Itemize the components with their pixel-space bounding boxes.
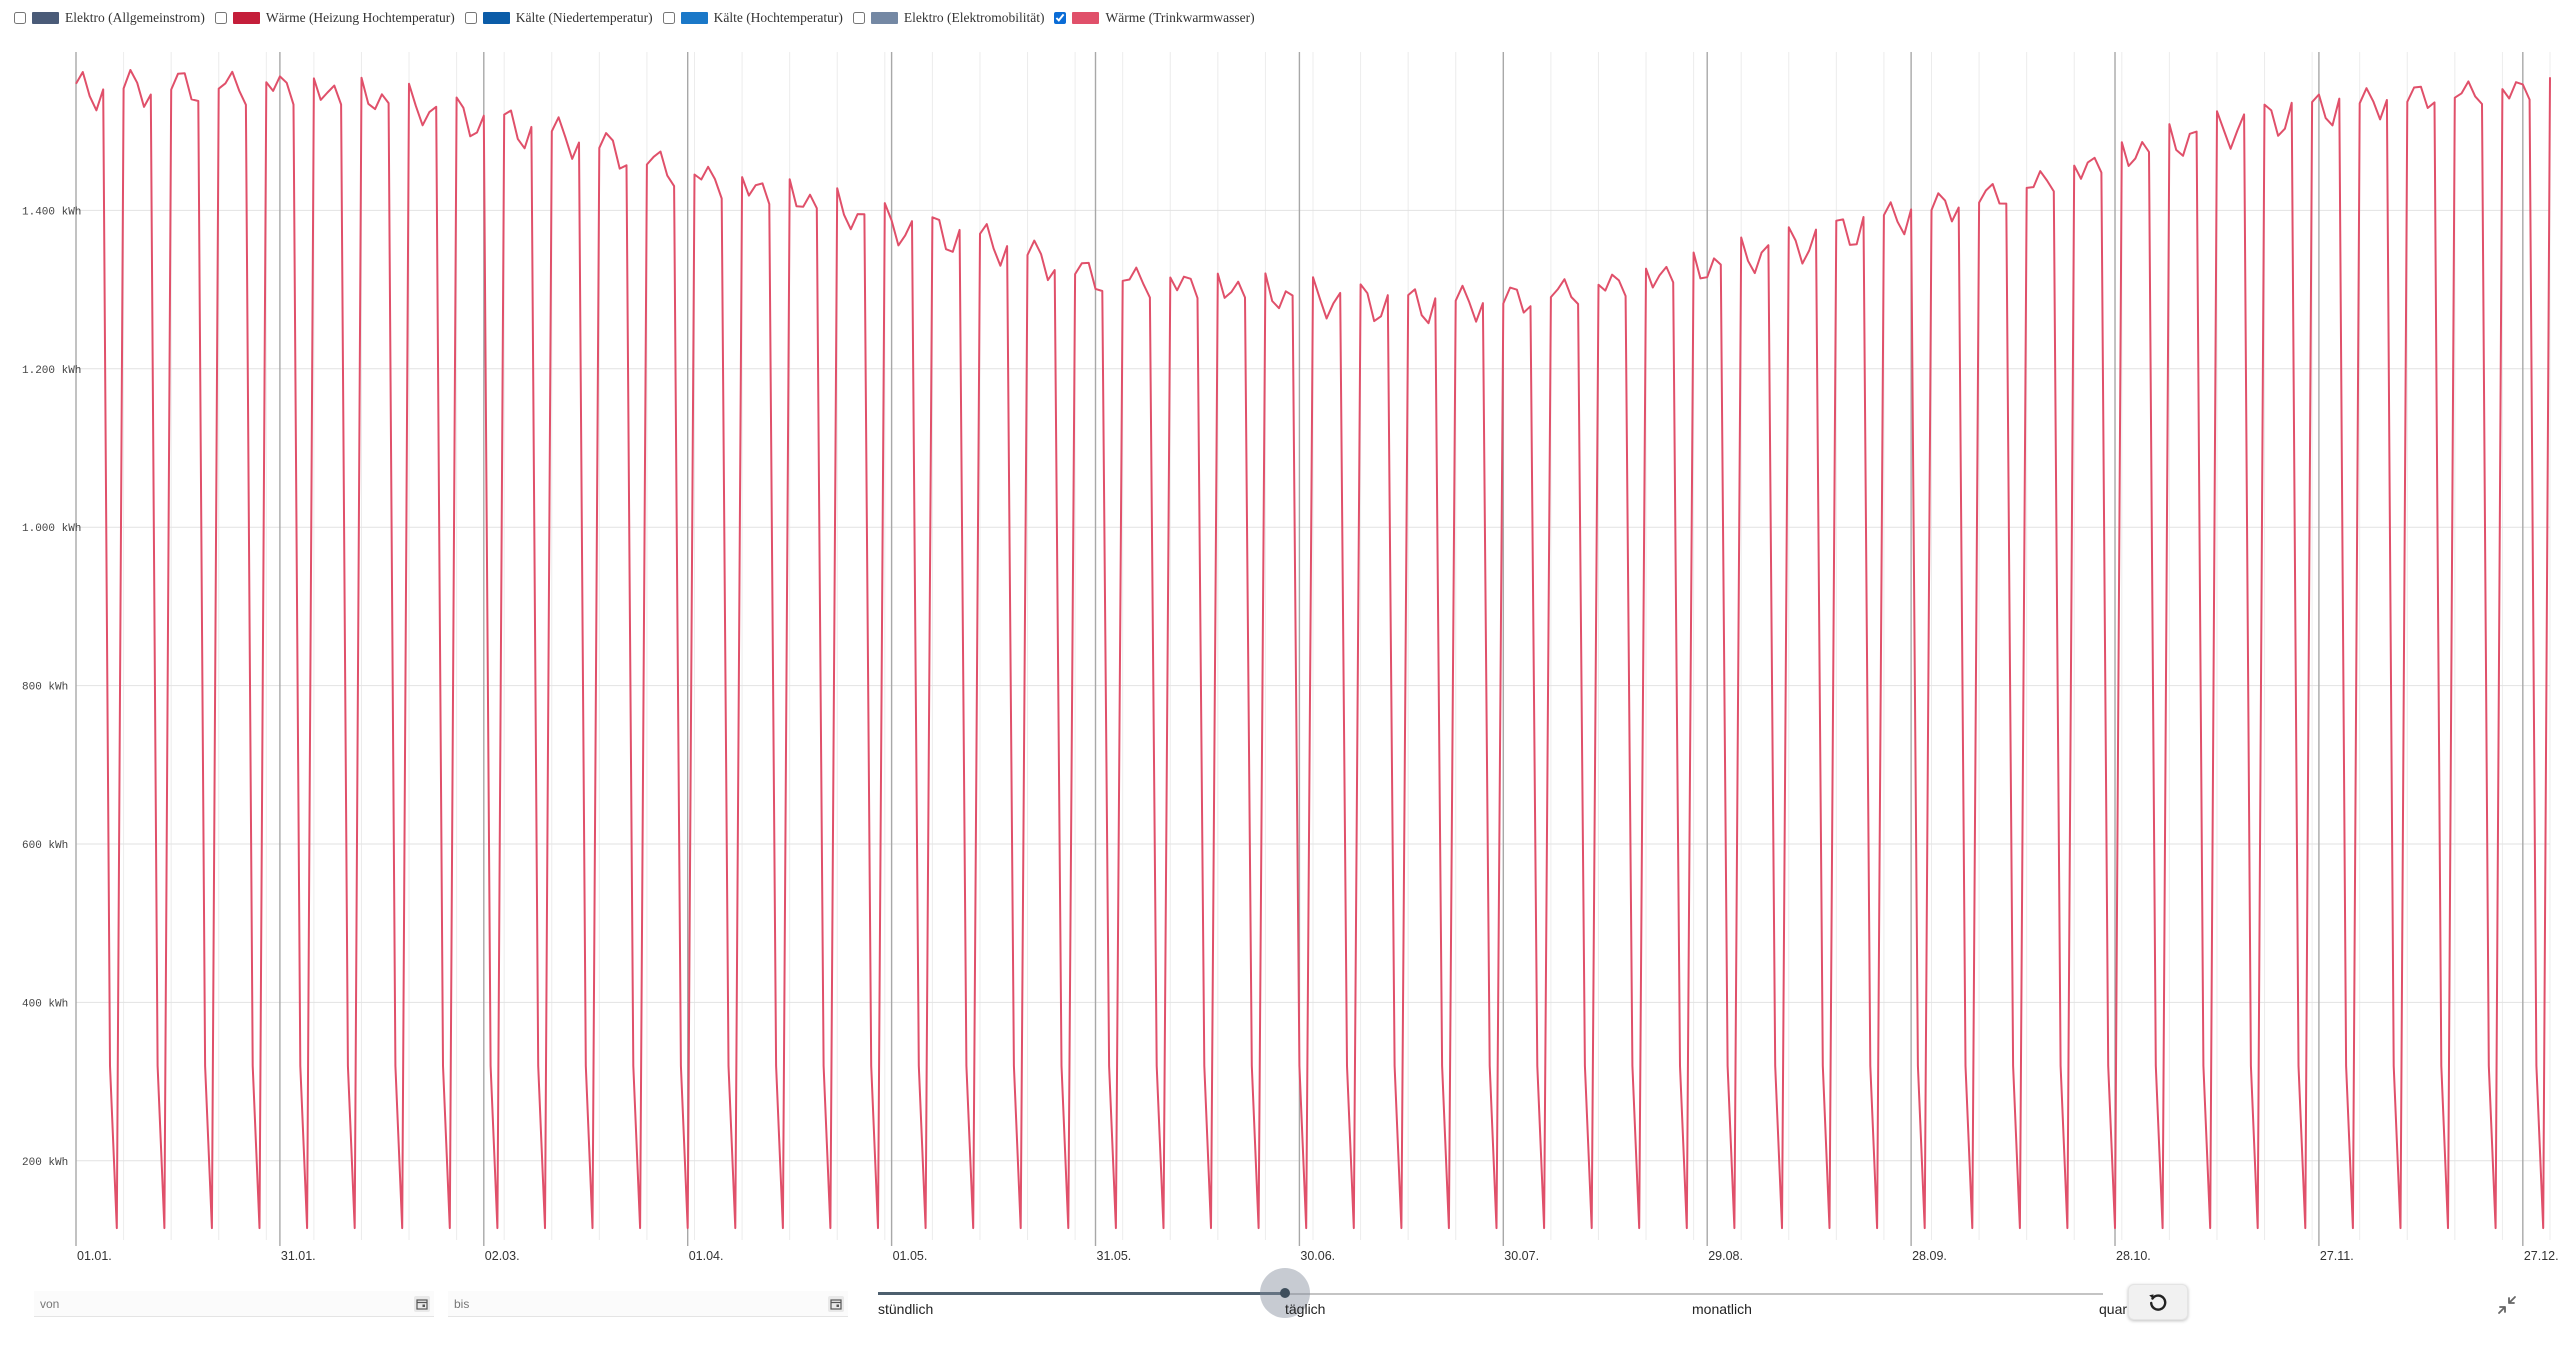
x-tick-label: 31.05.	[1097, 1249, 1132, 1263]
x-tick-label: 30.06.	[1300, 1249, 1335, 1263]
legend-item[interactable]: Kälte (Hochtemperatur)	[662, 10, 843, 26]
y-tick-label: 1.000 kWh	[22, 523, 81, 535]
interval-slider-fill	[878, 1292, 1286, 1295]
y-tick-label: 400 kWh	[22, 998, 68, 1010]
legend-item[interactable]: Wärme (Trinkwarmwasser)	[1054, 10, 1255, 26]
collapse-icon[interactable]	[2494, 1292, 2520, 1318]
legend-swatch	[482, 12, 510, 24]
line-chart: 200 kWh 400 kWh 600 kWh 800 kWh 1.000 kWh 1.2…	[22, 52, 2559, 1263]
reset-icon	[2149, 1294, 2167, 1311]
legend-item[interactable]: Wärme (Heizung Hochtemperatur)	[214, 10, 455, 26]
x-tick-label: 01.05.	[893, 1249, 928, 1263]
legend: Elektro (Allgemeinstrom) Wärme (Heizung H…	[14, 10, 1265, 26]
x-tick-label: 30.07.	[1504, 1249, 1539, 1263]
legend-item[interactable]: Elektro (Allgemeinstrom)	[14, 10, 205, 26]
legend-checkbox[interactable]	[852, 12, 865, 24]
y-tick-label: 600 kWh	[22, 840, 68, 852]
interval-mark-hourly[interactable]: stündlich	[878, 1301, 934, 1317]
interval-slider-track[interactable]	[878, 1293, 2103, 1295]
legend-label: Kälte (Hochtemperatur)	[713, 10, 843, 25]
calendar-icon[interactable]	[828, 1296, 844, 1312]
legend-swatch	[680, 12, 708, 24]
series-line-trinkwarmwasser	[75, 69, 2551, 1230]
x-tick-label: 27.11.	[2320, 1249, 2354, 1263]
interval-slider-thumb[interactable]	[1280, 1288, 1290, 1298]
legend-item[interactable]: Elektro (Elektromobilität)	[852, 10, 1045, 26]
from-date-input[interactable]: von	[34, 1291, 434, 1317]
from-date-placeholder: von	[40, 1296, 60, 1311]
x-tick-label: 01.04.	[689, 1249, 724, 1263]
legend-label: Wärme (Heizung Hochtemperatur)	[265, 10, 455, 25]
legend-checkbox[interactable]	[662, 12, 675, 24]
x-tick-label: 29.08.	[1708, 1249, 1743, 1263]
x-tick-label: 27.12.	[2524, 1249, 2559, 1263]
legend-checkbox[interactable]	[214, 12, 227, 24]
x-tick-label: 28.09.	[1912, 1249, 1947, 1263]
legend-label: Elektro (Elektromobilität)	[903, 10, 1045, 25]
x-tick-label: 01.01.	[77, 1249, 112, 1263]
legend-swatch	[32, 12, 59, 24]
interval-mark-monthly[interactable]: monatlich	[1692, 1301, 1752, 1317]
y-tick-label: 1.400 kWh	[22, 206, 81, 218]
legend-label: Wärme (Trinkwarmwasser)	[1105, 10, 1255, 25]
legend-checkbox[interactable]	[464, 12, 477, 24]
interval-mark-daily[interactable]: täglich	[1285, 1301, 1326, 1317]
x-tick-label: 31.01.	[281, 1249, 316, 1263]
reset-button[interactable]	[2128, 1284, 2188, 1320]
x-tick-label: 28.10.	[2116, 1249, 2151, 1263]
legend-swatch	[1072, 12, 1100, 24]
y-tick-label: 1.200 kWh	[22, 365, 81, 377]
calendar-icon[interactable]	[414, 1296, 430, 1312]
x-tick-label: 02.03.	[485, 1249, 520, 1263]
to-date-placeholder: bis	[454, 1296, 470, 1311]
interval-mark-quarterly[interactable]: quar	[2099, 1301, 2128, 1317]
legend-checkbox[interactable]	[1054, 12, 1067, 24]
legend-swatch	[232, 12, 260, 24]
legend-swatch	[870, 12, 898, 24]
y-tick-label: 200 kWh	[22, 1157, 68, 1169]
legend-item[interactable]: Kälte (Niedertemperatur)	[464, 10, 653, 26]
legend-label: Elektro (Allgemeinstrom)	[65, 10, 205, 25]
legend-checkbox[interactable]	[14, 12, 26, 24]
y-tick-label: 800 kWh	[22, 682, 68, 694]
to-date-input[interactable]: bis	[448, 1291, 848, 1317]
legend-label: Kälte (Niedertemperatur)	[515, 10, 653, 25]
